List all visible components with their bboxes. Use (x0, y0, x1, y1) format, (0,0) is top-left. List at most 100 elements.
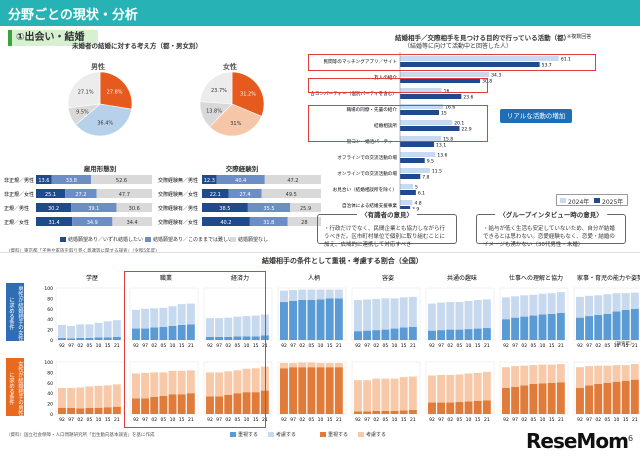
activity-label-6: オフラインでの交流活動の場 (337, 154, 397, 161)
female-con-4-0 (354, 380, 362, 412)
bar-2024-3 (400, 104, 444, 109)
rel-seg-1-2 (261, 189, 321, 198)
male-year-0-1: 97 (68, 343, 74, 349)
male-year-6-0: 92 (503, 343, 509, 349)
female-con-6-2 (520, 365, 529, 386)
male-year-7-0: 92 (577, 343, 583, 349)
male-imp-2-3 (233, 336, 242, 340)
male-con-5-2 (446, 302, 455, 330)
stacked-bars-relationship: 交際経験無／男性 12.3 40.4 47.2 交際経験無／女性 22.1 27.4 49.5… (158, 175, 321, 226)
female-imp-6-6 (556, 382, 565, 414)
male-imp-0-3 (85, 337, 94, 340)
female-con-3-5 (325, 363, 334, 368)
emp-seg-0-2 (90, 175, 152, 184)
interview-opinion-title: 〈グループインタビュー時の意見〉 (495, 209, 607, 219)
male-year-7-6: 21 (632, 343, 638, 349)
female-year-0-3: 05 (87, 417, 93, 423)
emp-title: 雇用形態別 (83, 165, 117, 173)
female-con-0-2 (76, 387, 85, 409)
male-imp-1-3 (159, 327, 168, 340)
female-imp-5-1 (437, 402, 446, 414)
male-con-1-4 (168, 306, 177, 326)
female-year-4-5: 15 (401, 417, 407, 423)
male-year-7-5: 15 (623, 343, 629, 349)
bar-2025-value-3: 15 (441, 111, 447, 117)
female-imp-7-4 (612, 381, 621, 414)
male-imp-5-4 (464, 329, 473, 340)
bar-2025-5 (400, 142, 435, 147)
emp-seg-1-1 (65, 189, 97, 198)
female-imp-5-0 (428, 402, 436, 414)
bar-2024-value-1: 34.3 (491, 73, 501, 79)
bar-2025-value-7: 7.8 (422, 175, 429, 181)
emp-seg-2-1 (71, 203, 117, 212)
female-con-0-6 (112, 384, 121, 407)
female-imp-3-3 (307, 367, 316, 414)
bar-2024-6 (400, 152, 436, 157)
bar-2024-9 (400, 200, 413, 205)
female-imp-2-4 (242, 392, 251, 414)
female-imp-1-0 (132, 398, 140, 414)
male-imp-5-2 (446, 329, 455, 340)
female-year-4-2: 02 (373, 417, 379, 423)
male-imp-4-6 (408, 327, 417, 340)
male-year-1-4: 10 (170, 343, 176, 349)
male-year-3-1: 97 (290, 343, 296, 349)
emp-row-label-2: 正規／男性 (4, 205, 29, 212)
rel-seg-0-1 (216, 175, 265, 184)
highlight-box-job-income (124, 271, 266, 428)
male-imp-0-4 (94, 337, 103, 340)
male-imp-0-1 (67, 338, 76, 340)
female-imp-6-3 (529, 383, 538, 414)
emp-seg-0-0 (36, 175, 52, 184)
female-imp-7-6 (630, 379, 639, 414)
male-year-2-0: 92 (207, 343, 213, 349)
female-con-6-5 (547, 364, 556, 383)
emp-seg-3-1 (72, 217, 113, 226)
female-con-7-2 (594, 365, 603, 384)
female-con-4-5 (399, 377, 408, 411)
female-year-0-5: 15 (105, 417, 111, 423)
male-year-6-4: 10 (540, 343, 546, 349)
bar-2024-value-3: 16.6 (445, 105, 455, 111)
female-year-6-3: 05 (531, 417, 537, 423)
female-con-7-5 (621, 365, 630, 381)
female-year-0-4: 10 (96, 417, 102, 423)
bar-2024-value-0: 61.1 (561, 57, 571, 63)
left-source: （資料）東京都「子供や家族を取り巻く意識等に関する調査」（令和5年度） (6, 248, 160, 254)
male-con-6-5 (547, 293, 556, 314)
emp-seg-3-2 (112, 217, 152, 226)
activity-label-7: オンラインでの交流活動の場 (337, 170, 397, 177)
female-year-2-1: 97 (216, 417, 222, 423)
female-con-2-1 (215, 372, 224, 397)
rel-seg-label-2-1: 35.5 (263, 206, 274, 212)
emp-seg-1-0 (36, 189, 66, 198)
female-con-1-5 (177, 370, 186, 395)
bar-2025-2 (400, 94, 462, 99)
male-con-2-1 (215, 318, 224, 337)
male-imp-4-3 (381, 329, 390, 340)
rel-seg-3-0 (202, 217, 250, 226)
female-con-5-6 (482, 371, 491, 401)
male-imp-1-1 (141, 328, 150, 340)
male-year-2-3: 05 (235, 343, 241, 349)
male-con-1-3 (159, 307, 168, 327)
bar-2025-6 (400, 158, 425, 163)
pie-female-slice-0 (231, 71, 265, 117)
male-imp-2-2 (224, 336, 233, 340)
emp-seg-label-0-0: 13.6 (38, 178, 49, 184)
bar-2024-value-2: 16 (444, 89, 450, 95)
male-con-2-6 (260, 314, 269, 336)
rel-seg-1-0 (202, 189, 229, 198)
male-con-3-1 (289, 290, 298, 301)
male-imp-3-0 (280, 302, 288, 340)
female-year-2-6: 21 (262, 417, 268, 423)
category-label-2: 経済力 (231, 274, 249, 282)
male-con-7-1 (585, 295, 594, 317)
activity-label-2: 合コンパーティー（個別パーティを含む） (310, 90, 397, 97)
male-con-1-1 (141, 308, 150, 329)
male-year-3-5: 15 (327, 343, 333, 349)
male-year-4-2: 02 (373, 343, 379, 349)
female-imp-0-2 (76, 408, 85, 414)
female-imp-6-4 (538, 383, 547, 414)
